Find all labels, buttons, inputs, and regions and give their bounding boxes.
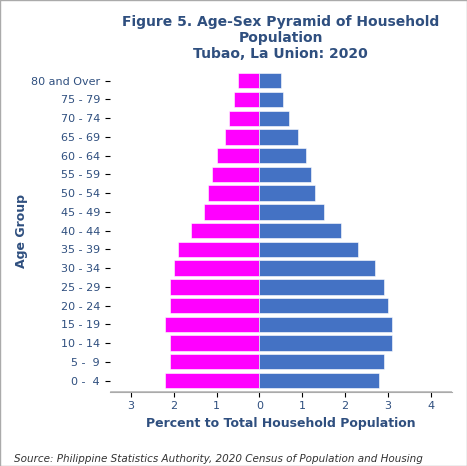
Bar [259,316,392,332]
Bar [259,129,298,144]
Bar [259,73,281,89]
Bar [178,242,259,257]
Bar [259,242,358,257]
Bar [229,110,259,126]
Bar [165,373,259,388]
Bar [259,373,379,388]
Bar [217,148,259,164]
Bar [259,279,383,295]
Bar [259,336,392,351]
Bar [165,316,259,332]
Bar [174,260,259,276]
Bar [170,336,259,351]
Bar [191,223,259,238]
Title: Figure 5. Age-Sex Pyramid of Household
Population
Tubao, La Union: 2020: Figure 5. Age-Sex Pyramid of Household P… [122,15,439,62]
Bar [234,92,259,107]
Bar [170,298,259,313]
Y-axis label: Age Group: Age Group [15,194,28,267]
Bar [212,167,259,182]
Bar [259,185,315,201]
X-axis label: Percent to Total Household Population: Percent to Total Household Population [146,417,416,430]
Bar [208,185,259,201]
Bar [259,298,388,313]
Bar [225,129,259,144]
Bar [259,148,306,164]
Bar [170,279,259,295]
Bar [238,73,259,89]
Bar [259,260,375,276]
Bar [204,204,259,219]
Text: Source: Philippine Statistics Authority, 2020 Census of Population and Housing: Source: Philippine Statistics Authority,… [14,454,423,464]
Bar [259,354,383,370]
Bar [170,354,259,370]
Bar [259,92,283,107]
Bar [259,204,324,219]
Bar [259,223,341,238]
Bar [259,167,311,182]
Bar [259,110,290,126]
